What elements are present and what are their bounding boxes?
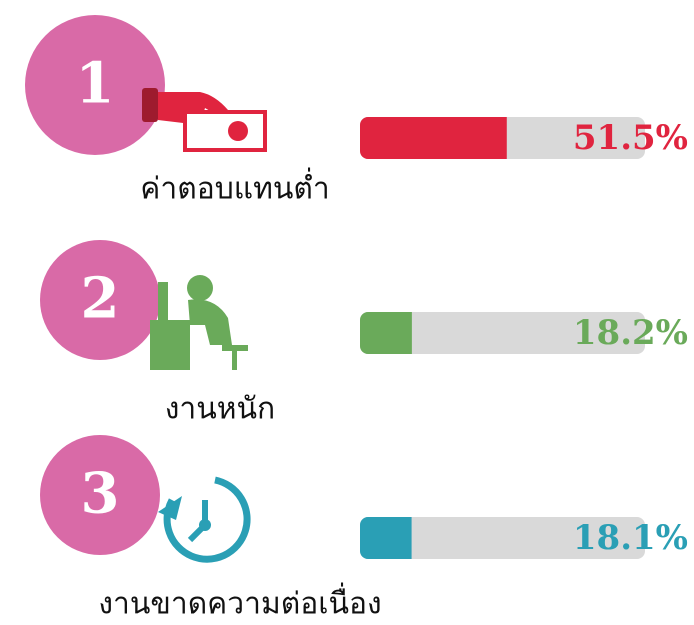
category-label: งานหนัก: [165, 392, 275, 427]
rank-number: 1: [76, 51, 115, 117]
category-label: งานขาดความต่อเนื่อง: [98, 583, 381, 622]
rank-circle: [40, 240, 160, 360]
rank-circle: [25, 15, 165, 155]
value-label: 51.5%: [573, 118, 688, 158]
bar: [360, 117, 507, 159]
rows: 1 ค่าตอบแทนต่ำ 51.5% 2 งานหนัก 18.2% 3 งานขาดคว…: [25, 15, 688, 622]
bar-track: [360, 517, 645, 559]
value-label: 18.2%: [573, 313, 688, 353]
bar-track: [360, 312, 645, 354]
bar: [360, 517, 412, 559]
clock-icon: [158, 476, 251, 563]
money-icon: [142, 88, 267, 152]
value-label: 18.1%: [573, 518, 688, 558]
rank-number: 2: [81, 266, 120, 332]
rank-circle: [40, 435, 160, 555]
worker-icon: [150, 275, 248, 370]
rank-number: 3: [81, 461, 120, 527]
bar: [360, 312, 412, 354]
category-label: ค่าตอบแทนต่ำ: [140, 168, 329, 207]
